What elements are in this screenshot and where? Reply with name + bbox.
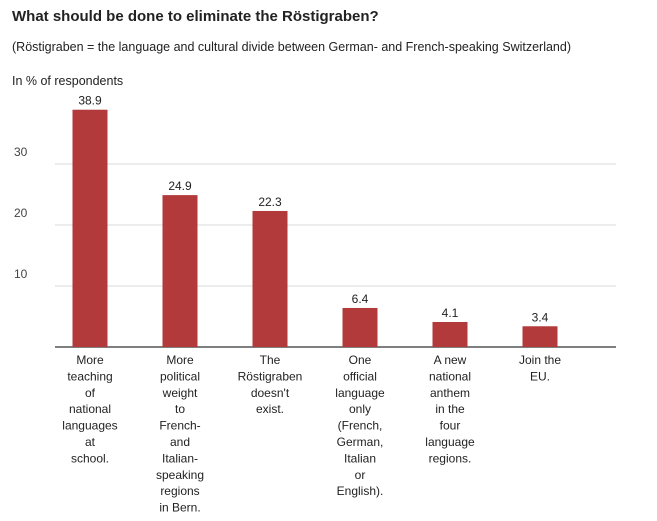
category-label: One official language only (French, German, It… <box>335 353 385 498</box>
bar-value-label: 38.9 <box>78 94 102 108</box>
bar <box>432 321 468 347</box>
chart-subtitle: (Röstigraben = the language and cultural… <box>12 40 572 54</box>
bar <box>162 195 198 347</box>
bar-value-label: 24.9 <box>168 179 192 193</box>
y-tick-label: 10 <box>14 267 28 281</box>
category-label: Join the EU. <box>519 353 561 383</box>
value-labels: 38.9 24.9 22.3 6.4 4.1 3.4 <box>78 94 548 325</box>
bar-value-label: 3.4 <box>532 310 549 324</box>
bar <box>252 210 288 347</box>
y-axis-label: In % of respondents <box>12 74 124 88</box>
y-tick-labels: 10 20 30 <box>14 145 28 281</box>
y-tick-label: 20 <box>14 206 28 220</box>
bar-value-label: 4.1 <box>442 306 459 320</box>
chart-title: What should be done to eliminate the Rös… <box>12 8 379 25</box>
category-label: The Röstigraben doesn't exist. <box>238 353 303 416</box>
bar <box>342 307 378 347</box>
bar <box>72 109 108 348</box>
category-label: More political weight to French-and Italian-s… <box>156 353 204 515</box>
category-labels: More teaching of national languages at school.… <box>62 353 561 515</box>
bar-value-label: 6.4 <box>352 292 369 306</box>
bar <box>522 326 558 347</box>
bars <box>72 109 558 348</box>
category-label: More teaching of national languages at school. <box>62 353 117 465</box>
y-tick-label: 30 <box>14 145 28 159</box>
bar-value-label: 22.3 <box>258 195 282 209</box>
category-label: A new national anthem in the four language reg… <box>425 353 475 465</box>
